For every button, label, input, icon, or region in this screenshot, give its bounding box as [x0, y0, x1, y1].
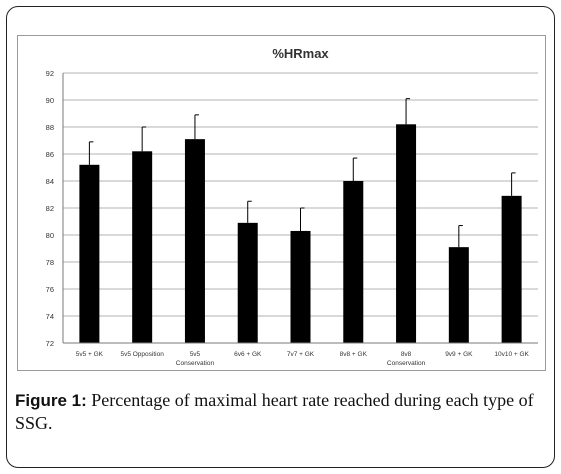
x-tick-label: 7v7 + GK [287, 351, 315, 358]
y-tick-label: 90 [46, 96, 54, 105]
bar [79, 164, 100, 343]
bar [501, 195, 522, 343]
bar [237, 222, 258, 343]
x-tick-label: 10v10 + GK [494, 351, 529, 358]
figure-caption: Figure 1: Percentage of maximal heart ra… [15, 389, 550, 434]
chart-area: %HRmax 72 74 76 78 80 82 84 86 88 90 92 5v5 + GK 5v5 … [17, 35, 546, 371]
caption-text: Percentage of maximal heart rate reached… [15, 390, 534, 433]
y-tick-label: 86 [46, 150, 54, 159]
x-tick-label: 9v9 + GK [445, 351, 473, 358]
y-tick-label: 80 [46, 231, 54, 240]
bar [343, 181, 364, 343]
y-tick-label: 76 [46, 285, 54, 294]
figure-label: Figure 1: [15, 391, 87, 410]
bar [132, 151, 153, 343]
bar-chart: %HRmax 72 74 76 78 80 82 84 86 88 90 92 5v5 + GK 5v5 … [46, 46, 538, 367]
x-tick-label: 5v5 + GK [76, 351, 104, 358]
y-tick-label: 82 [46, 204, 54, 213]
x-tick-label: 5v5 [190, 351, 201, 358]
y-tick-label: 72 [46, 339, 54, 348]
bar [396, 124, 417, 343]
x-tick-label: Conservation [176, 360, 215, 367]
x-tick-label: 8v8 [401, 351, 412, 358]
y-tick-label: 74 [46, 312, 54, 321]
x-tick-label: Conservation [387, 360, 426, 367]
y-tick-label: 84 [46, 177, 54, 186]
bar [290, 230, 311, 343]
y-tick-label: 92 [46, 69, 54, 78]
bar [184, 139, 205, 343]
y-tick-label: 78 [46, 258, 54, 267]
y-tick-label: 88 [46, 123, 54, 132]
figure-frame: %HRmax 72 74 76 78 80 82 84 86 88 90 92 5v5 + GK 5v5 … [6, 6, 555, 468]
x-tick-label: 6v6 + GK [234, 351, 262, 358]
chart-title: %HRmax [272, 46, 329, 61]
x-tick-label: 8v8 + GK [340, 351, 368, 358]
bar [448, 247, 469, 343]
x-tick-label: 5v5 Opposition [120, 351, 164, 358]
